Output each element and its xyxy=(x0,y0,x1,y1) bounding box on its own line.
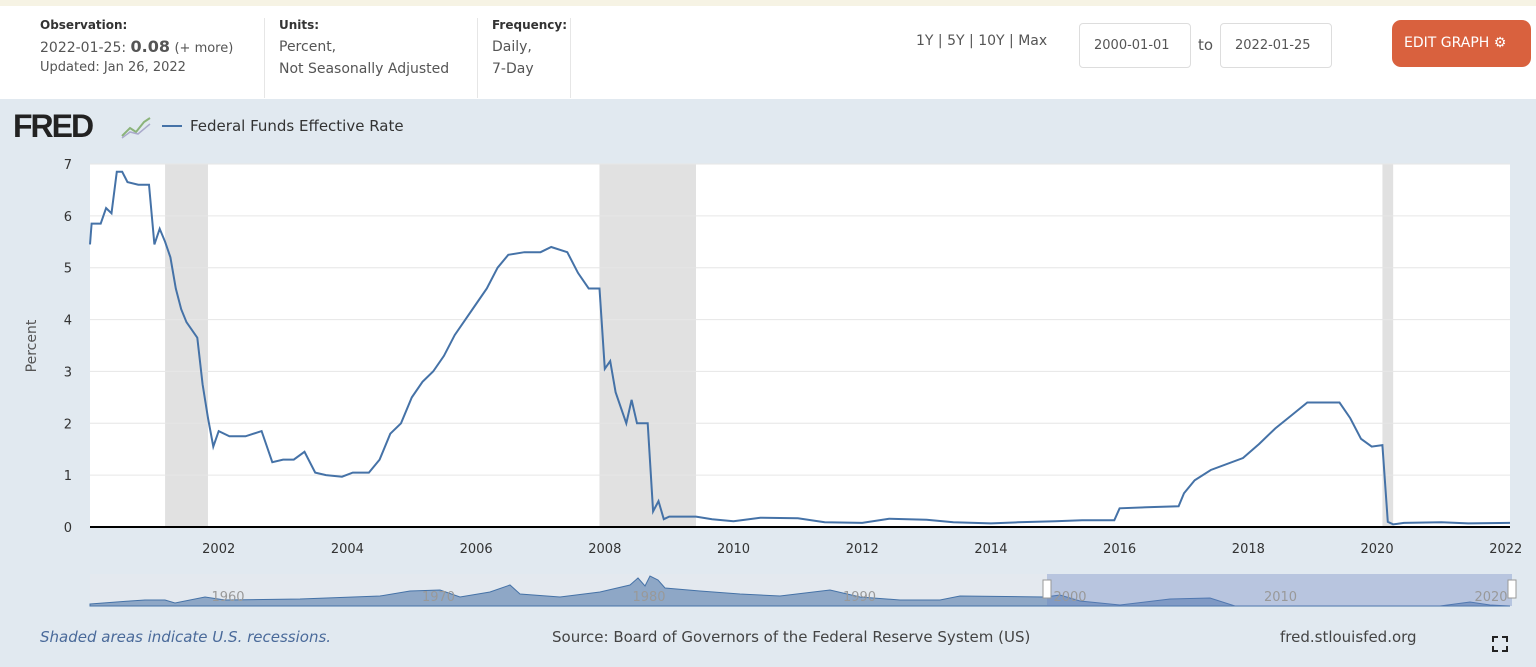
navigator-label: 2020 xyxy=(1474,590,1507,605)
edit-graph-button[interactable]: EDIT GRAPH ⚙ xyxy=(1392,20,1531,67)
frequency-line2: 7-Day xyxy=(492,61,534,77)
observation-value: 0.08 xyxy=(130,37,171,56)
frequency-block: Frequency: Daily, 7-Day xyxy=(478,18,571,98)
y-tick-label: 0 xyxy=(64,521,72,536)
y-tick-label: 6 xyxy=(64,210,72,225)
fullscreen-icon[interactable] xyxy=(1492,636,1508,652)
navigator-series xyxy=(89,575,1511,607)
x-tick-label: 2020 xyxy=(1361,542,1394,557)
range-10y[interactable]: 10Y xyxy=(978,33,1005,49)
units-label: Units: xyxy=(279,18,320,32)
y-tick-label: 3 xyxy=(64,365,72,380)
observation-date: 2022-01-25: xyxy=(40,40,127,56)
series-line xyxy=(89,170,1511,526)
y-tick-label: 2 xyxy=(64,417,72,432)
y-axis-label: Percent xyxy=(24,319,40,372)
x-tick-label: 2008 xyxy=(588,542,621,557)
x-tick-label: 2022 xyxy=(1489,542,1522,557)
recession-note: Shaded areas indicate U.S. recessions. xyxy=(40,628,332,646)
end-date-input[interactable]: 2022-01-25 xyxy=(1220,23,1332,68)
navigator-right-handle[interactable] xyxy=(1507,579,1517,599)
range-5y[interactable]: 5Y xyxy=(947,33,965,49)
legend-label: Federal Funds Effective Rate xyxy=(190,117,404,135)
gear-icon: ⚙ xyxy=(1493,35,1507,51)
navigator-label: 2000 xyxy=(1053,590,1086,605)
navigator-label: 1980 xyxy=(632,590,665,605)
recession-band xyxy=(1382,164,1394,527)
y-tick-label: 7 xyxy=(64,158,72,173)
navigator-left-handle[interactable] xyxy=(1042,579,1052,599)
x-tick-label: 2012 xyxy=(846,542,879,557)
navigator[interactable]: 1960 1970 1980 1990 2000 2010 2020 xyxy=(89,574,1517,607)
navigator-selection[interactable] xyxy=(1047,574,1512,606)
edit-graph-label: EDIT GRAPH xyxy=(1404,35,1490,51)
x-tick-label: 2004 xyxy=(331,542,364,557)
legend: Federal Funds Effective Rate xyxy=(162,117,404,135)
x-tick-label: 2006 xyxy=(460,542,493,557)
range-max[interactable]: Max xyxy=(1018,33,1048,49)
range-1y[interactable]: 1Y xyxy=(916,33,934,49)
navigator-label: 1960 xyxy=(211,590,244,605)
navigator-label: 2010 xyxy=(1264,590,1297,605)
range-selector: 1Y | 5Y | 10Y | Max xyxy=(916,33,1048,49)
navigator-label: 1970 xyxy=(422,590,455,605)
recession-band xyxy=(599,164,696,527)
x-tick-label: 2016 xyxy=(1103,542,1136,557)
more-link[interactable]: (+ more) xyxy=(174,41,234,56)
units-block: Units: Percent, Not Seasonally Adjusted xyxy=(265,18,478,98)
header: Observation: 2022-01-25: 0.08 (+ more) U… xyxy=(0,6,1536,99)
observation-label: Observation: xyxy=(40,18,128,32)
legend-swatch xyxy=(162,125,182,127)
recession-band xyxy=(165,164,208,527)
frequency-line1: Daily, xyxy=(492,39,532,55)
chart-logo-icon xyxy=(121,117,151,139)
navigator-label: 1990 xyxy=(843,590,876,605)
plot-area xyxy=(90,164,1510,527)
x-tick-label: 2002 xyxy=(202,542,235,557)
units-line2: Not Seasonally Adjusted xyxy=(279,61,450,77)
x-tick-label: 2014 xyxy=(974,542,1007,557)
site-link[interactable]: fred.stlouisfed.org xyxy=(1280,628,1417,646)
updated-text: Updated: Jan 26, 2022 xyxy=(40,60,186,75)
frequency-label: Frequency: xyxy=(492,18,568,32)
top-strip xyxy=(0,0,1536,6)
units-line1: Percent, xyxy=(279,39,337,55)
y-tick-label: 1 xyxy=(64,469,72,484)
x-tick-label: 2010 xyxy=(717,542,750,557)
y-tick-label: 4 xyxy=(64,314,72,329)
x-tick-label: 2018 xyxy=(1232,542,1265,557)
fred-logo: FRED xyxy=(13,108,94,144)
source-text: Source: Board of Governors of the Federa… xyxy=(552,628,1031,646)
y-tick-label: 5 xyxy=(64,262,72,277)
to-label: to xyxy=(1198,36,1214,54)
observation-block: Observation: 2022-01-25: 0.08 (+ more) U… xyxy=(40,18,265,98)
start-date-input[interactable]: 2000-01-01 xyxy=(1079,23,1191,68)
